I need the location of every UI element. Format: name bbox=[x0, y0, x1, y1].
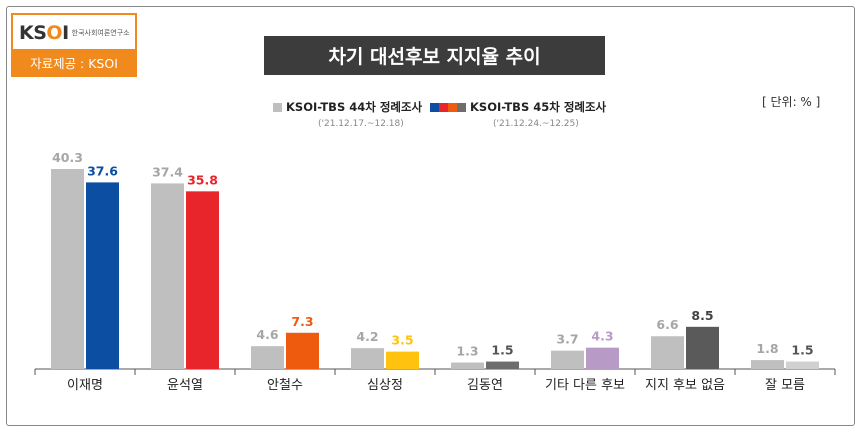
category-label: 기타 다른 후보 bbox=[545, 378, 625, 393]
bar-44 bbox=[551, 350, 584, 369]
bar-44 bbox=[651, 336, 684, 369]
legend-label-44: KSOI-TBS 44차 정례조사 bbox=[286, 100, 423, 114]
category-label: 김동연 bbox=[467, 378, 503, 393]
legend-dates-44: ('21.12.17.~12.18) bbox=[318, 119, 404, 129]
data-label-44: 1.8 bbox=[756, 341, 778, 356]
category-label: 심상정 bbox=[367, 378, 403, 393]
data-label-44: 6.6 bbox=[656, 317, 678, 332]
data-label-44: 37.4 bbox=[152, 164, 183, 179]
unit-label: [ 단위: % ] bbox=[762, 95, 821, 109]
bar-45 bbox=[686, 326, 719, 369]
bar-45 bbox=[786, 361, 819, 369]
bar-44 bbox=[251, 346, 284, 369]
chart-title: 차기 대선후보 지지율 추이 bbox=[264, 36, 605, 75]
data-label-45: 7.3 bbox=[291, 314, 313, 329]
logo-mark-row: KSOI 한국사회여론연구소 bbox=[13, 15, 135, 51]
category-label: 윤석열 bbox=[167, 378, 203, 393]
data-label-45: 1.5 bbox=[791, 343, 813, 358]
category-label: 안철수 bbox=[267, 378, 303, 393]
legend-dates-45: ('21.12.24.~12.25) bbox=[493, 119, 579, 129]
bar-44 bbox=[151, 183, 184, 369]
data-label-44: 4.2 bbox=[356, 329, 378, 344]
bar-45 bbox=[486, 361, 519, 369]
legend-label-45: KSOI-TBS 45차 정례조사 bbox=[470, 100, 607, 114]
bar-44 bbox=[51, 169, 84, 369]
legend-item-45: KSOI-TBS 45차 정례조사 bbox=[430, 99, 606, 115]
bar-45 bbox=[286, 332, 319, 369]
data-label-44: 3.7 bbox=[556, 332, 578, 347]
bar-45 bbox=[586, 347, 619, 369]
data-label-45: 1.5 bbox=[491, 343, 513, 358]
bar-44 bbox=[751, 360, 784, 369]
data-label-44: 1.3 bbox=[456, 344, 478, 359]
data-label-45: 35.8 bbox=[187, 172, 218, 187]
logo-org-name: 한국사회여론연구소 bbox=[71, 29, 130, 37]
ksoi-logo: KSOI 한국사회여론연구소 자료제공 : KSOI bbox=[11, 13, 137, 77]
legend-item-44: KSOI-TBS 44차 정례조사 bbox=[273, 99, 422, 115]
bar-44 bbox=[451, 362, 484, 369]
category-label: 잘 모름 bbox=[765, 378, 805, 393]
data-label-45: 37.6 bbox=[87, 163, 118, 178]
legend-swatch-multicolor bbox=[430, 102, 466, 112]
category-label: 지지 후보 없음 bbox=[645, 378, 725, 393]
data-label-44: 4.6 bbox=[256, 327, 278, 342]
legend-swatch-gray bbox=[273, 102, 282, 112]
logo-wordmark: KSOI bbox=[19, 22, 69, 44]
data-label-45: 3.5 bbox=[391, 333, 413, 348]
data-label-44: 40.3 bbox=[52, 150, 83, 165]
bar-45 bbox=[86, 182, 119, 369]
data-label-45: 8.5 bbox=[691, 308, 713, 323]
category-label: 이재명 bbox=[67, 378, 103, 393]
bar-44 bbox=[351, 348, 384, 369]
data-source-label: 자료제공 : KSOI bbox=[13, 49, 135, 75]
data-label-45: 4.3 bbox=[591, 329, 613, 344]
bar-45 bbox=[386, 351, 419, 369]
bar-45 bbox=[186, 191, 219, 369]
